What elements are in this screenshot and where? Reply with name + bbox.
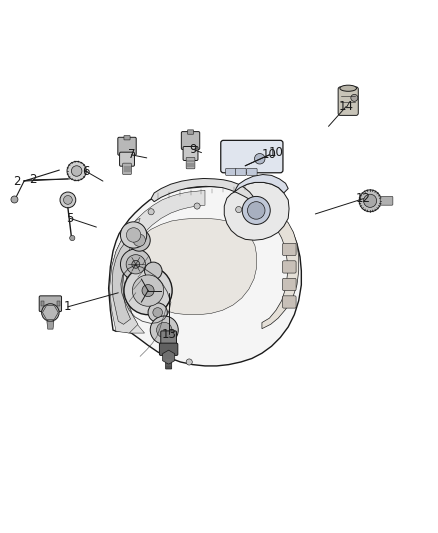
Polygon shape [112,229,145,324]
Text: 2: 2 [29,173,37,186]
Text: 12: 12 [356,192,371,205]
Polygon shape [151,179,253,201]
Circle shape [64,196,72,204]
Text: 5: 5 [67,212,74,225]
Polygon shape [258,211,299,329]
Circle shape [142,285,154,296]
Bar [57,301,60,306]
Circle shape [128,229,150,251]
Circle shape [242,197,270,224]
Circle shape [145,262,162,280]
FancyBboxPatch shape [338,87,358,115]
Text: 1: 1 [64,300,72,313]
FancyBboxPatch shape [183,147,198,160]
Circle shape [67,161,86,181]
Polygon shape [109,187,301,366]
Bar [41,301,44,306]
FancyBboxPatch shape [124,135,130,140]
Circle shape [133,234,145,246]
Circle shape [194,203,200,209]
Circle shape [364,194,377,207]
Polygon shape [110,190,205,333]
Text: 14: 14 [339,100,353,113]
Circle shape [126,255,145,274]
Polygon shape [126,219,257,314]
Polygon shape [47,321,54,329]
Polygon shape [224,182,289,240]
Circle shape [156,322,172,338]
Ellipse shape [340,85,357,91]
Circle shape [359,190,381,212]
Circle shape [186,359,192,365]
Circle shape [254,154,265,164]
Text: 10: 10 [268,146,283,159]
FancyBboxPatch shape [226,168,236,175]
Circle shape [148,303,167,322]
FancyBboxPatch shape [159,343,178,356]
FancyBboxPatch shape [166,359,172,369]
Circle shape [124,266,172,314]
Circle shape [351,94,358,101]
Text: 13: 13 [161,328,176,341]
Circle shape [150,316,178,344]
FancyBboxPatch shape [120,152,134,166]
Circle shape [120,222,147,248]
Circle shape [71,166,82,176]
FancyBboxPatch shape [118,138,136,155]
Circle shape [132,275,164,306]
FancyBboxPatch shape [39,296,61,312]
FancyBboxPatch shape [186,157,195,169]
Circle shape [70,236,75,241]
Polygon shape [234,174,288,193]
FancyBboxPatch shape [181,132,200,150]
FancyBboxPatch shape [161,331,177,346]
Text: 6: 6 [81,165,89,177]
Text: 7: 7 [127,148,135,161]
Polygon shape [110,219,140,333]
Text: 2: 2 [13,175,21,189]
FancyBboxPatch shape [380,197,393,205]
FancyBboxPatch shape [283,243,296,255]
Circle shape [120,249,151,280]
Circle shape [236,206,242,213]
FancyBboxPatch shape [123,163,131,174]
FancyBboxPatch shape [187,130,194,134]
Circle shape [42,304,59,321]
Circle shape [60,192,76,208]
Text: 10: 10 [262,148,277,161]
FancyBboxPatch shape [236,168,246,175]
Polygon shape [162,350,175,364]
Circle shape [132,260,140,268]
FancyBboxPatch shape [283,261,296,273]
FancyBboxPatch shape [221,140,283,173]
Circle shape [247,201,265,219]
Circle shape [126,228,141,242]
FancyBboxPatch shape [283,278,296,290]
Circle shape [11,196,18,203]
Text: 9: 9 [189,143,197,156]
FancyBboxPatch shape [247,168,257,175]
FancyBboxPatch shape [283,296,296,308]
Circle shape [148,209,154,215]
Circle shape [153,308,162,317]
